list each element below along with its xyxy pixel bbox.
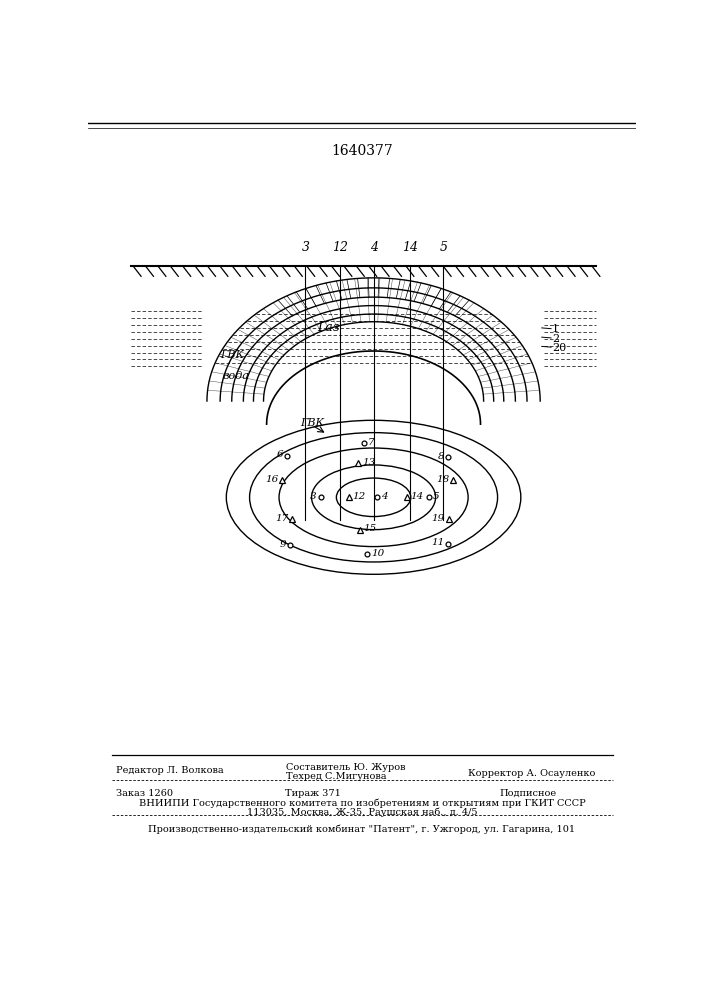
Text: 4: 4 [370,241,378,254]
Text: 3: 3 [301,241,310,254]
Text: 20: 20 [552,343,566,353]
Text: Газ: Газ [317,321,340,334]
Text: 8: 8 [438,452,444,461]
Text: 16: 16 [265,475,279,484]
Text: Заказ 1260: Заказ 1260 [115,789,173,798]
Text: 113035, Москва, Ж-35, Раушская наб., д. 4/5: 113035, Москва, Ж-35, Раушская наб., д. … [247,808,477,817]
Text: Редактор Л. Волкова: Редактор Л. Волкова [115,766,223,775]
Text: 14: 14 [411,492,424,501]
Text: вода: вода [223,371,250,381]
Text: Составитель Ю. Журов: Составитель Ю. Журов [286,763,406,772]
Text: ГВК: ГВК [300,418,324,428]
Text: 12: 12 [332,241,349,254]
Text: 18: 18 [436,475,450,484]
Text: 11: 11 [431,538,444,547]
Text: 10: 10 [371,549,385,558]
Text: 13: 13 [362,458,375,467]
Text: 9: 9 [279,540,286,549]
Text: 6: 6 [276,450,283,459]
Text: 5: 5 [439,241,448,254]
Text: 5: 5 [433,492,440,501]
Text: Подписное: Подписное [499,789,556,798]
Text: ГВК: ГВК [220,350,244,360]
Text: ВНИИПИ Государственного комитета по изобретениям и открытиям при ГКИТ СССР: ВНИИПИ Государственного комитета по изоб… [139,798,585,808]
Text: 7: 7 [368,438,375,447]
Text: Техред С.Мигунова: Техред С.Мигунова [286,772,387,781]
Text: 15: 15 [363,524,377,533]
Text: 1: 1 [552,324,559,334]
Text: 2: 2 [552,334,559,344]
Text: 4: 4 [381,492,388,501]
Text: Производственно-издательский комбинат "Патент", г. Ужгород, ул. Гагарина, 101: Производственно-издательский комбинат "П… [148,825,575,834]
Text: 12: 12 [353,492,366,501]
Text: 14: 14 [402,241,418,254]
Text: 19: 19 [432,514,445,523]
Text: Тираж 371: Тираж 371 [285,789,341,798]
Text: Корректор А. Осауленко: Корректор А. Осауленко [468,769,595,778]
Text: 3: 3 [310,492,317,501]
Text: 17: 17 [275,514,288,523]
Text: 1640377: 1640377 [331,144,393,158]
